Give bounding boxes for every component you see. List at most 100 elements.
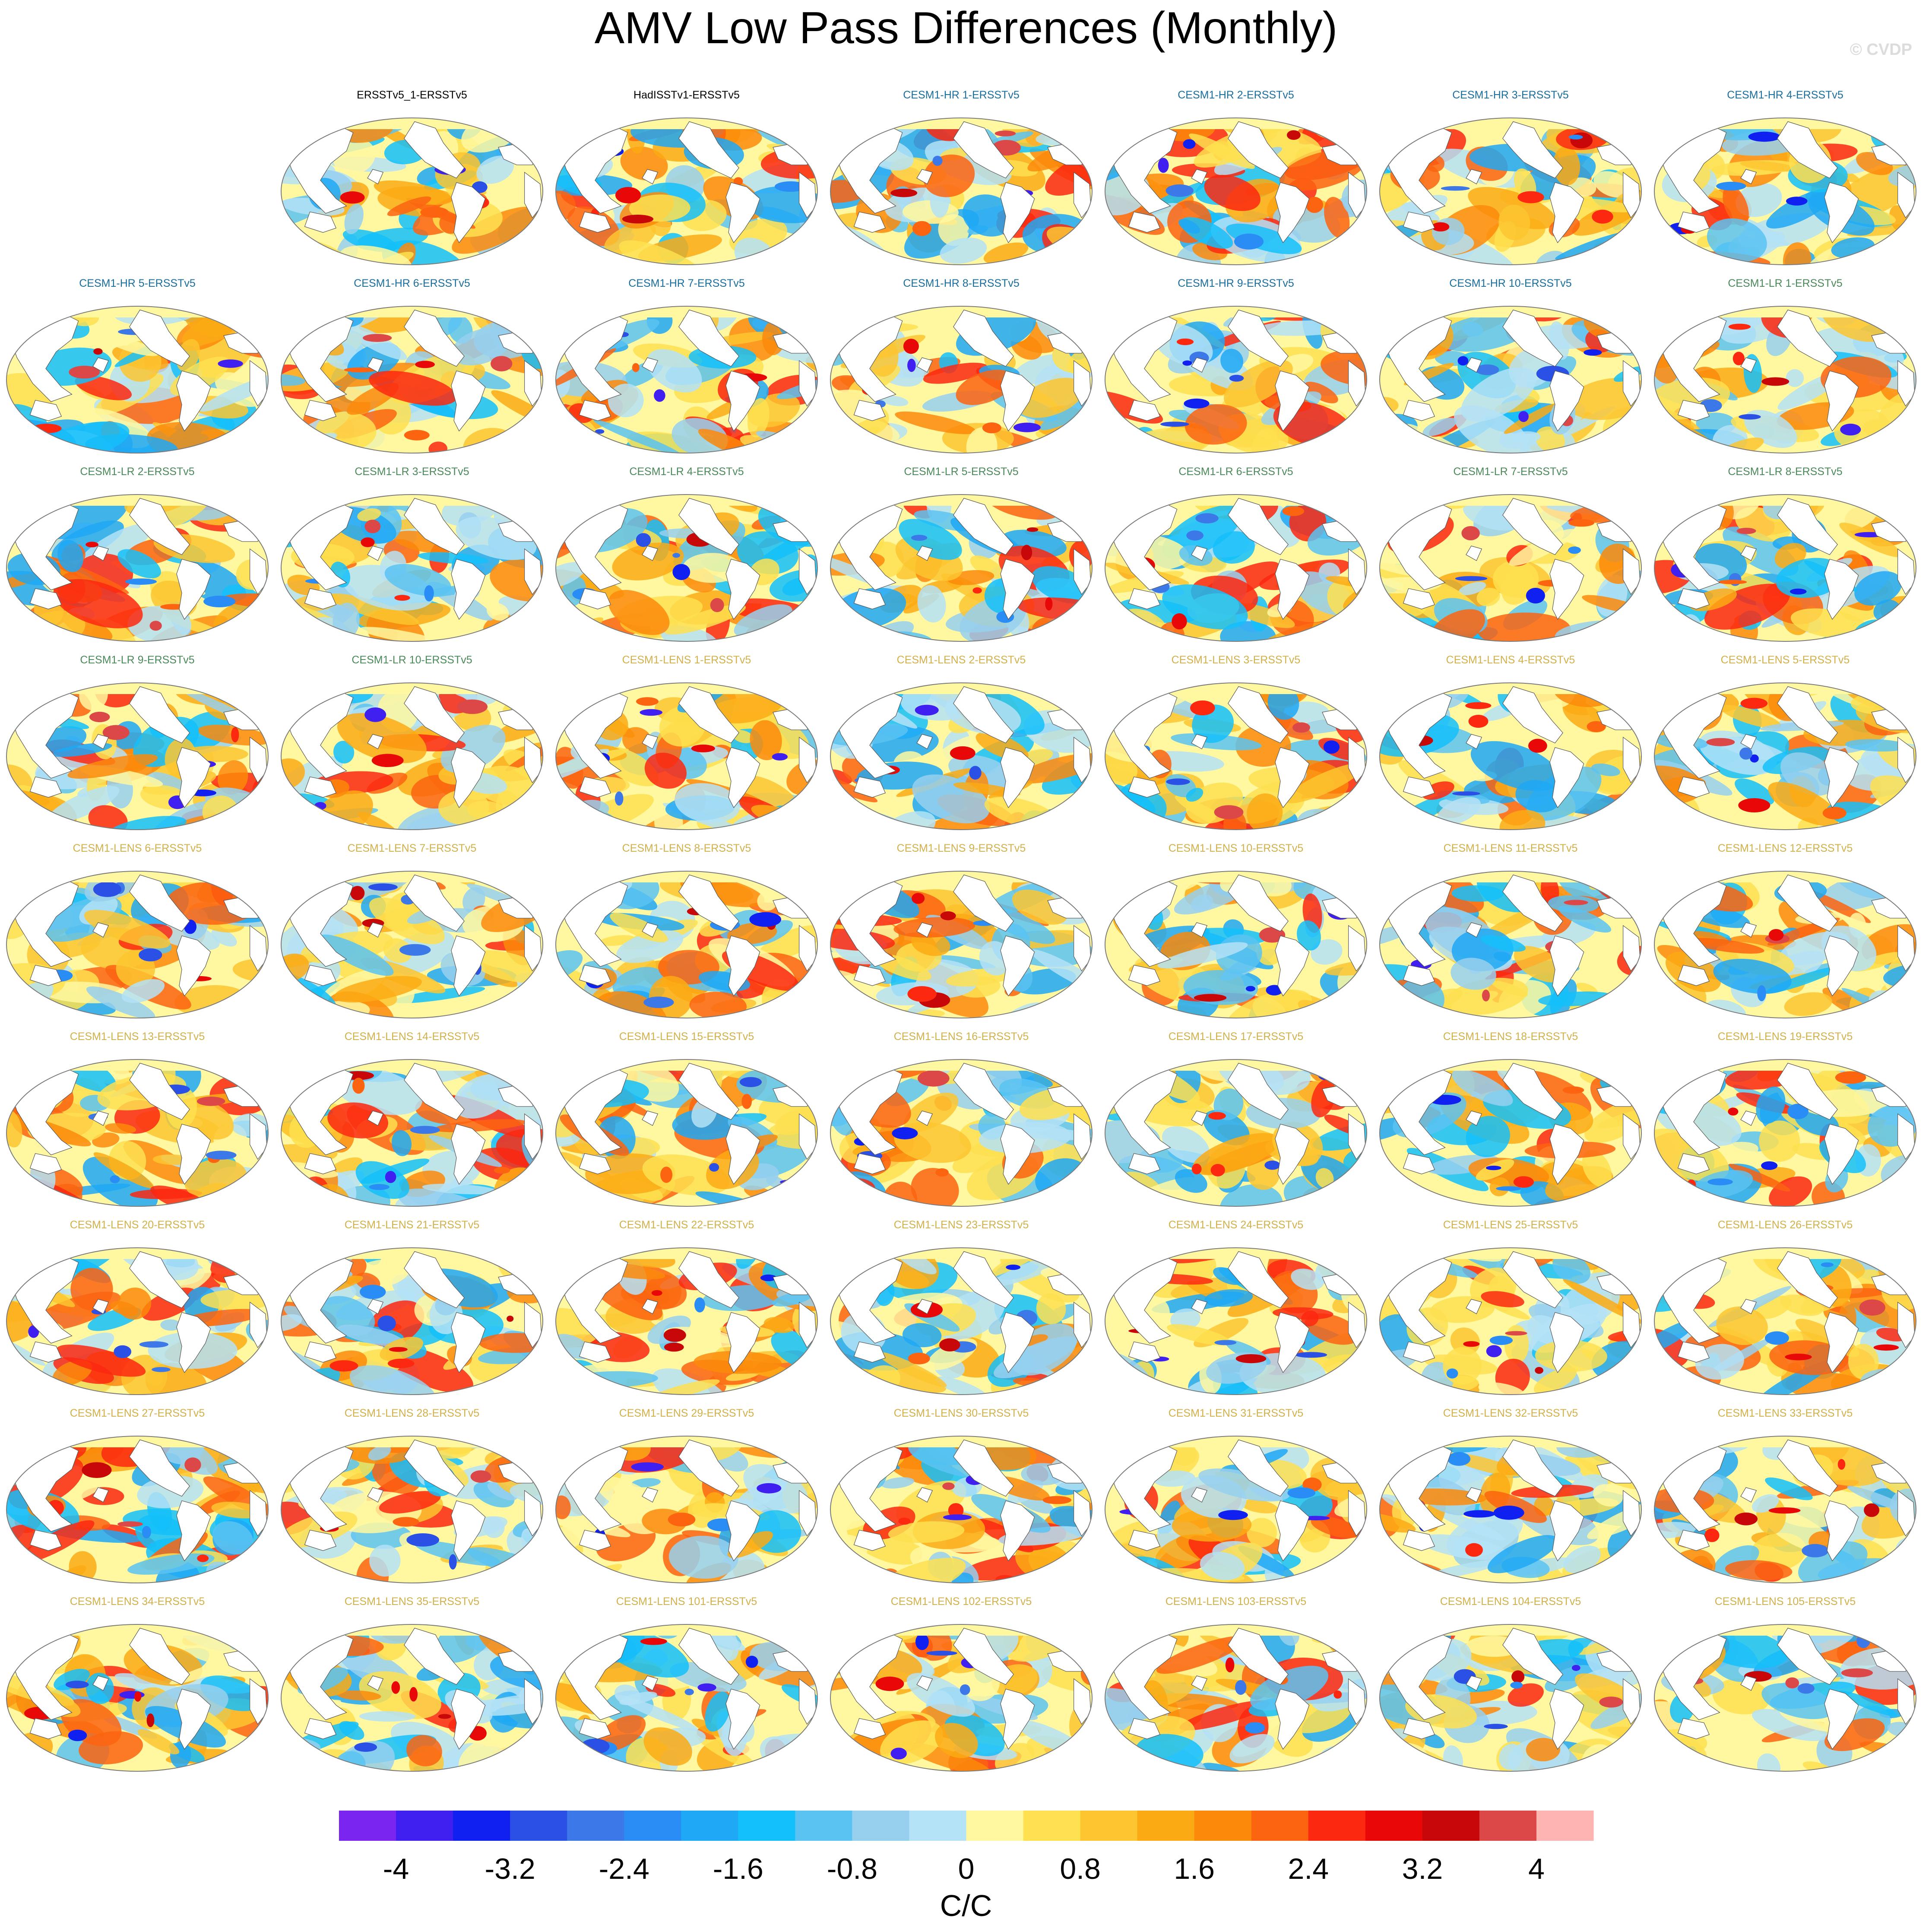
panel-title: CESM1-HR 5-ERSSTv5 [79, 277, 196, 289]
panel-title: CESM1-LENS 34-ERSSTv5 [70, 1595, 205, 1608]
panel-title: CESM1-LENS 30-ERSSTv5 [893, 1407, 1029, 1419]
map-panel: CESM1-LR 4-ERSSTv5 [549, 465, 824, 646]
sst-difference-map [830, 1059, 1093, 1207]
colorbar-tick-label: 2.4 [1288, 1852, 1329, 1885]
colorbar-swatch [795, 1811, 853, 1841]
colorbar-tick-label: -0.8 [827, 1852, 877, 1885]
panel-title: CESM1-LENS 15-ERSSTv5 [619, 1031, 754, 1043]
colorbar-tick-label: -4 [383, 1852, 409, 1885]
panel-title: CESM1-HR 4-ERSSTv5 [1727, 89, 1843, 101]
sst-difference-map [1105, 871, 1367, 1018]
panel-title: CESM1-LENS 10-ERSSTv5 [1168, 842, 1304, 854]
map-panel: CESM1-LR 6-ERSSTv5 [1099, 465, 1373, 646]
panel-title: CESM1-HR 6-ERSSTv5 [354, 277, 470, 289]
panel-title: CESM1-LENS 7-ERSSTv5 [347, 842, 477, 854]
map-panel: ERSSTv5_1-ERSSTv5 [275, 89, 549, 269]
panel-title: CESM1-HR 3-ERSSTv5 [1452, 89, 1569, 101]
map-panel: CESM1-LENS 31-ERSSTv5 [1099, 1407, 1373, 1587]
panel-title: CESM1-LENS 102-ERSSTv5 [890, 1595, 1032, 1608]
panel-title: CESM1-LENS 16-ERSSTv5 [893, 1031, 1029, 1043]
panel-title: CESM1-LENS 4-ERSSTv5 [1446, 654, 1575, 666]
colorbar-swatch [1080, 1811, 1138, 1841]
sst-difference-map [1379, 494, 1642, 642]
map-panel-grid: ERSSTv5_1-ERSSTv5 HadISSTv1-ERSSTv5 CESM1-… [0, 89, 1922, 1776]
colorbar-swatch [1365, 1811, 1423, 1841]
sst-difference-map [1105, 494, 1367, 642]
panel-title: CESM1-LR 4-ERSSTv5 [629, 466, 744, 478]
colorbar-swatch [1308, 1811, 1366, 1841]
sst-difference-map [1379, 1624, 1642, 1772]
panel-title: CESM1-LR 8-ERSSTv5 [1728, 466, 1843, 478]
panel-title: ERSSTv5_1-ERSSTv5 [357, 89, 467, 101]
map-panel: CESM1-LENS 20-ERSSTv5 [0, 1218, 275, 1399]
sst-difference-map [281, 871, 543, 1018]
map-panel: CESM1-LENS 103-ERSSTv5 [1099, 1595, 1373, 1776]
map-panel: CESM1-HR 9-ERSSTv5 [1099, 277, 1373, 457]
map-panel: CESM1-LENS 13-ERSSTv5 [0, 1030, 275, 1211]
map-panel: CESM1-LENS 6-ERSSTv5 [0, 842, 275, 1022]
colorbar-swatch [339, 1811, 396, 1841]
panel-title: CESM1-HR 2-ERSSTv5 [1178, 89, 1294, 101]
sst-difference-map [281, 1436, 543, 1583]
sst-difference-map [6, 494, 269, 642]
colorbar-swatch [1536, 1811, 1594, 1841]
sst-difference-map [555, 494, 818, 642]
sst-difference-map [830, 1436, 1093, 1583]
panel-title: CESM1-LENS 103-ERSSTv5 [1165, 1595, 1307, 1608]
sst-difference-map [6, 1059, 269, 1207]
map-panel: CESM1-LENS 10-ERSSTv5 [1099, 842, 1373, 1022]
panel-title: CESM1-LENS 31-ERSSTv5 [1168, 1407, 1304, 1419]
map-panel: CESM1-HR 7-ERSSTv5 [549, 277, 824, 457]
colorbar-swatch [1422, 1811, 1480, 1841]
sst-difference-map [1379, 1059, 1642, 1207]
colorbar-swatch [738, 1811, 795, 1841]
map-panel: CESM1-LENS 15-ERSSTv5 [549, 1030, 824, 1211]
panel-title: CESM1-HR 7-ERSSTv5 [628, 277, 745, 289]
colorbar-swatch [1479, 1811, 1537, 1841]
map-panel: CESM1-LR 2-ERSSTv5 [0, 465, 275, 646]
sst-difference-map [1654, 1247, 1916, 1395]
sst-difference-map [281, 494, 543, 642]
colorbar-swatch [966, 1811, 1024, 1841]
colorbar-swatch [1023, 1811, 1081, 1841]
sst-difference-map [555, 682, 818, 830]
panel-title: CESM1-LENS 20-ERSSTv5 [70, 1219, 205, 1231]
colorbar-swatch [624, 1811, 681, 1841]
map-panel: CESM1-LENS 14-ERSSTv5 [275, 1030, 549, 1211]
panel-title: CESM1-LENS 12-ERSSTv5 [1717, 842, 1853, 854]
credit-label: © CVDP [1850, 41, 1912, 59]
sst-difference-map [1654, 1059, 1916, 1207]
map-panel: CESM1-LENS 23-ERSSTv5 [824, 1218, 1099, 1399]
map-panel: CESM1-HR 4-ERSSTv5 [1648, 89, 1922, 269]
panel-title: CESM1-LENS 2-ERSSTv5 [896, 654, 1026, 666]
sst-difference-map [555, 1436, 818, 1583]
map-panel: CESM1-LENS 32-ERSSTv5 [1373, 1407, 1648, 1587]
panel-title: CESM1-LENS 6-ERSSTv5 [73, 842, 202, 854]
sst-difference-map [830, 871, 1093, 1018]
sst-difference-map [1105, 117, 1367, 265]
sst-difference-map [6, 682, 269, 830]
panel-title: CESM1-LENS 19-ERSSTv5 [1717, 1031, 1853, 1043]
colorbar-tick-label: 0.8 [1060, 1852, 1101, 1885]
map-panel: CESM1-LENS 8-ERSSTv5 [549, 842, 824, 1022]
sst-difference-map [1379, 117, 1642, 265]
map-panel: CESM1-LENS 30-ERSSTv5 [824, 1407, 1099, 1587]
colorbar-swatch [453, 1811, 510, 1841]
sst-difference-map [1654, 306, 1916, 454]
sst-difference-map [6, 1247, 269, 1395]
sst-difference-map [281, 682, 543, 830]
map-panel: CESM1-LR 1-ERSSTv5 [1648, 277, 1922, 457]
panel-title: HadISSTv1-ERSSTv5 [633, 89, 740, 101]
panel-title: CESM1-LENS 11-ERSSTv5 [1443, 842, 1578, 854]
map-panel: CESM1-LENS 22-ERSSTv5 [549, 1218, 824, 1399]
sst-difference-map [1379, 1247, 1642, 1395]
sst-difference-map [1379, 682, 1642, 830]
map-panel: CESM1-LENS 27-ERSSTv5 [0, 1407, 275, 1587]
sst-difference-map [281, 117, 543, 265]
panel-title: CESM1-LENS 26-ERSSTv5 [1717, 1219, 1853, 1231]
sst-difference-map [281, 1247, 543, 1395]
map-panel: CESM1-LENS 3-ERSSTv5 [1099, 653, 1373, 834]
map-panel: CESM1-LENS 104-ERSSTv5 [1373, 1595, 1648, 1776]
map-panel: CESM1-HR 1-ERSSTv5 [824, 89, 1099, 269]
map-panel: CESM1-LENS 24-ERSSTv5 [1099, 1218, 1373, 1399]
